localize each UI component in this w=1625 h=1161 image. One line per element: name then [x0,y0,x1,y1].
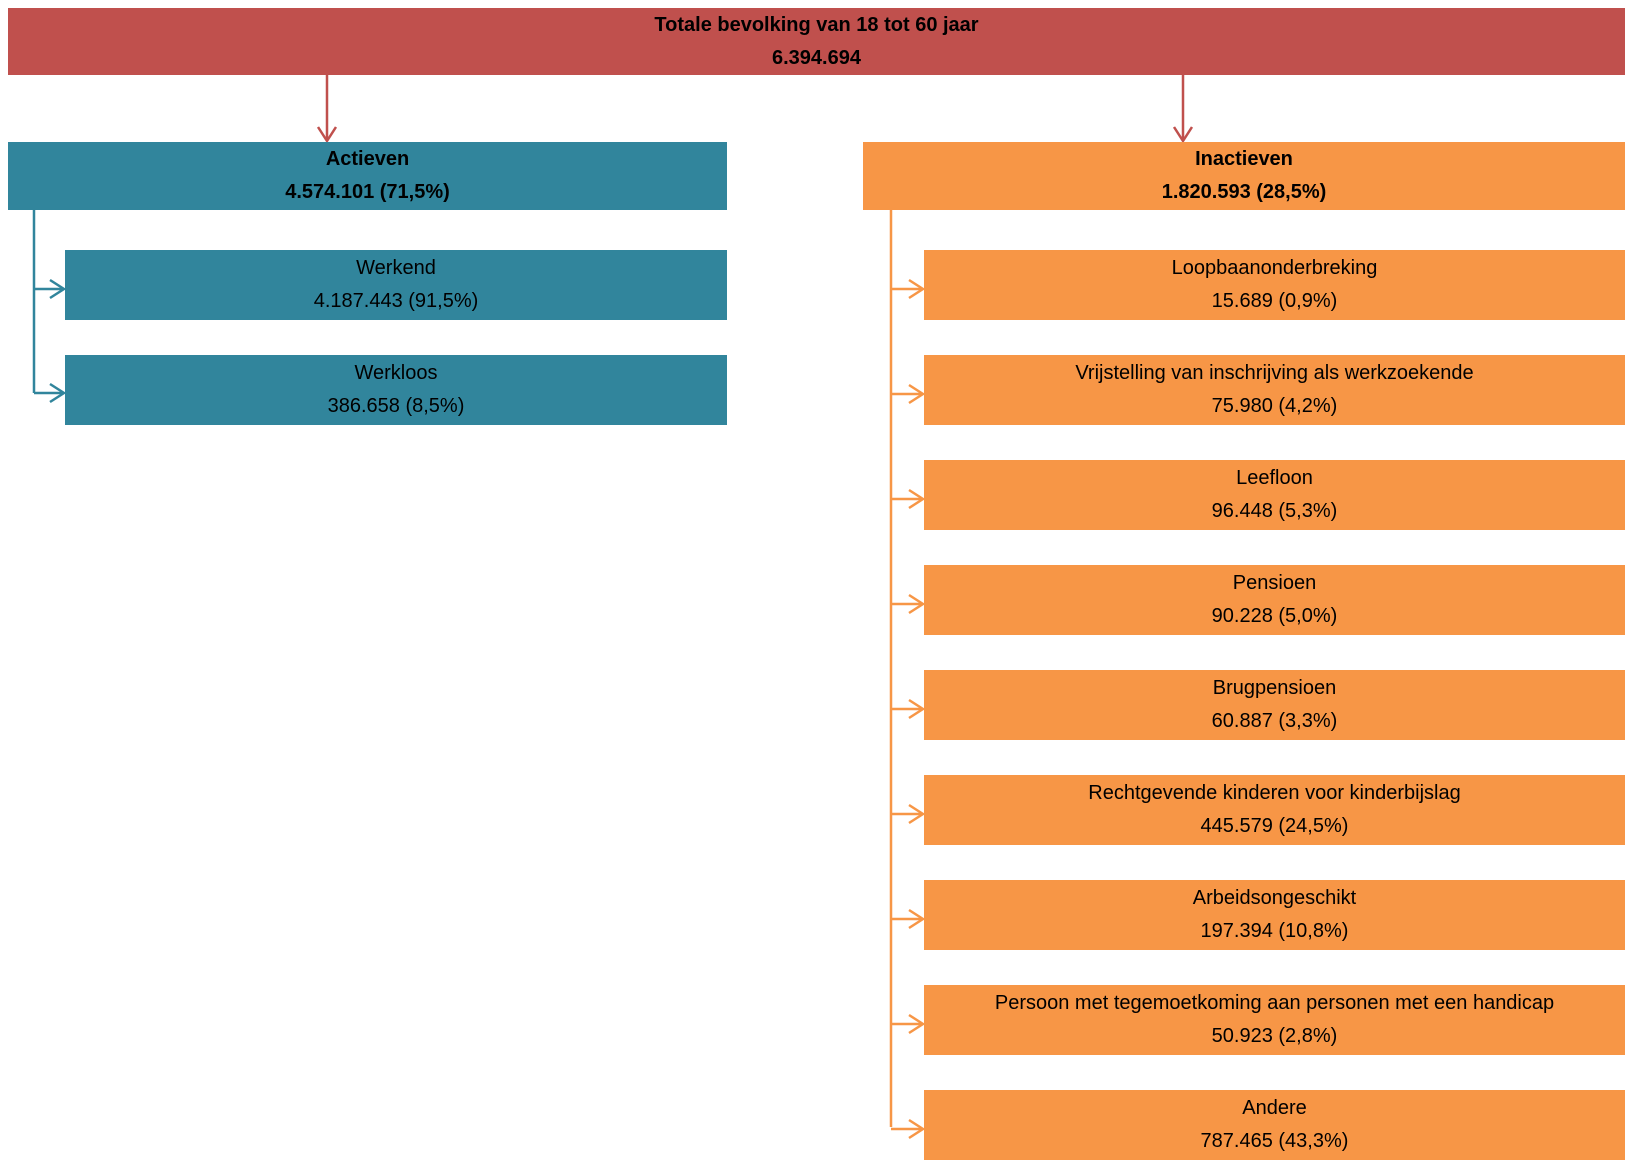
actieven-arrowhead-werkend [49,278,67,300]
child-value: 96.448 (5,3%) [1211,500,1338,522]
inactieven-child-handicap: Persoon met tegemoetkoming aan personen … [924,985,1625,1055]
root-to-actieven-arrowhead [316,126,338,144]
child-label: Arbeidsongeschikt [1192,887,1357,909]
child-label: Brugpensioen [1212,677,1337,699]
child-label: Leefloon [1236,467,1313,489]
child-label: Rechtgevende kinderen voor kinderbijslag [1088,782,1461,804]
inactieven-child-arbeidsongeschikt: Arbeidsongeschikt 197.394 (10,8%) [924,880,1625,950]
child-label: Werkend [356,257,436,279]
inactieven-branch-arrowhead [908,698,926,720]
child-value: 787.465 (43,3%) [1200,1130,1349,1152]
inactieven-branch-arrowhead [908,1118,926,1140]
inactieven-branch-arrowhead [908,383,926,405]
inactieven-child-brugpensioen: Brugpensioen 60.887 (3,3%) [924,670,1625,740]
child-value: 4.187.443 (91,5%) [313,290,479,312]
child-label: Werkloos [354,362,438,384]
inactieven-child-vrijstelling: Vrijstelling van inschrijving als werkzo… [924,355,1625,425]
root-title: Totale bevolking van 18 tot 60 jaar [654,13,979,36]
child-value: 15.689 (0,9%) [1211,290,1338,312]
child-label: Pensioen [1232,572,1317,594]
inactieven-branch-arrowhead [908,1013,926,1035]
inactieven-title: Inactieven [1195,148,1293,170]
inactieven-child-kinderbijslag: Rechtgevende kinderen voor kinderbijslag… [924,775,1625,845]
inactieven-box: Inactieven 1.820.593 (28,5%) [863,142,1625,210]
inactieven-branches [891,278,926,1140]
inactieven-branch-arrowhead [908,803,926,825]
child-label: Persoon met tegemoetkoming aan personen … [994,992,1555,1014]
actieven-child-werkend: Werkend 4.187.443 (91,5%) [65,250,727,320]
actieven-arrowhead-werkloos [49,382,67,404]
inactieven-value: 1.820.593 (28,5%) [1161,181,1327,203]
inactieven-branch-arrowhead [908,908,926,930]
child-label: Vrijstelling van inschrijving als werkzo… [1075,362,1474,384]
inactieven-branch-arrowhead [908,278,926,300]
actieven-child-werkloos: Werkloos 386.658 (8,5%) [65,355,727,425]
actieven-value: 4.574.101 (71,5%) [285,181,450,203]
child-value: 50.923 (2,8%) [1211,1025,1338,1047]
actieven-box: Actieven 4.574.101 (71,5%) [8,142,727,210]
inactieven-branch-arrowhead [908,488,926,510]
child-value: 60.887 (3,3%) [1211,710,1338,732]
root-to-inactieven-arrowhead [1172,126,1194,144]
inactieven-branch-arrowhead [908,593,926,615]
child-value: 386.658 (8,5%) [327,395,465,417]
inactieven-child-loopbaanonderbreking: Loopbaanonderbreking 15.689 (0,9%) [924,250,1625,320]
child-label: Andere [1242,1097,1307,1119]
child-value: 90.228 (5,0%) [1211,605,1338,627]
root-value: 6.394.694 [772,46,861,69]
inactieven-child-leefloon: Leefloon 96.448 (5,3%) [924,460,1625,530]
child-value: 75.980 (4,2%) [1211,395,1338,417]
actieven-title: Actieven [325,148,410,170]
inactieven-child-andere: Andere 787.465 (43,3%) [924,1090,1625,1160]
inactieven-child-pensioen: Pensioen 90.228 (5,0%) [924,565,1625,635]
child-value: 445.579 (24,5%) [1200,815,1349,837]
root-total-population-box: Totale bevolking van 18 tot 60 jaar 6.39… [8,8,1625,75]
child-label: Loopbaanonderbreking [1171,257,1378,279]
child-value: 197.394 (10,8%) [1200,920,1349,942]
